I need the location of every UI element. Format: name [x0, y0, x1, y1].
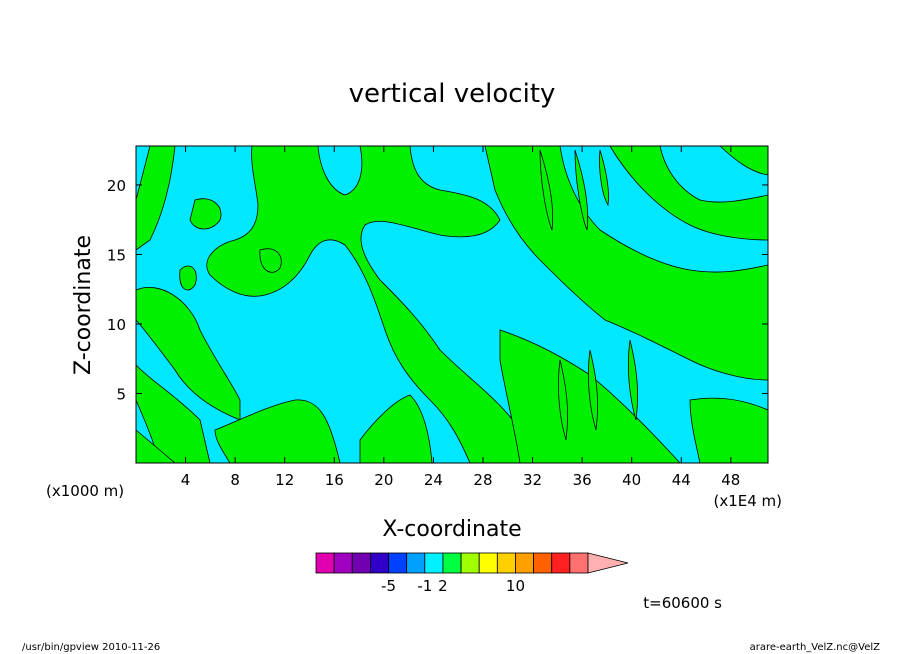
x-unit-right: (x1E4 m)	[713, 492, 782, 510]
footer-left: /usr/bin/gpview 2010-11-26	[22, 642, 160, 653]
plot-frame	[135, 145, 769, 464]
contour-region	[189, 198, 222, 230]
colorbar-segment	[424, 552, 444, 574]
x-tick-label: 48	[721, 471, 740, 489]
x-tick-label: 24	[424, 471, 443, 489]
y-ticks: 5 10 15 20	[107, 177, 768, 403]
contour-region	[627, 339, 639, 421]
contour-region	[574, 149, 589, 231]
y-tick-label: 10	[107, 316, 126, 334]
x-tick-label: 4	[181, 471, 191, 489]
colorbar-segment	[406, 552, 426, 574]
contour-region	[557, 359, 569, 441]
x-tick-label: 8	[230, 471, 240, 489]
colorbar-segment	[533, 552, 553, 574]
colorbar-segment	[551, 552, 571, 574]
contour-region	[689, 397, 769, 464]
colorbar-segment	[315, 552, 335, 574]
colorbar-label: -5	[381, 577, 396, 595]
x-tick-label: 28	[473, 471, 492, 489]
colorbar-arrow	[587, 552, 629, 574]
contour-region	[599, 149, 609, 207]
colorbar-segment	[388, 552, 408, 574]
footer-right: arare-earth_VelZ.nc@VelZ	[750, 642, 881, 653]
x-tick-label: 12	[275, 471, 294, 489]
colorbar-segment	[569, 552, 589, 574]
colorbar: -5 -1 2 10	[315, 552, 629, 595]
colorbar-label: -1	[417, 577, 432, 595]
colorbar-label: 2	[438, 577, 448, 595]
y-axis-label: Z-coordinate	[71, 235, 96, 375]
colorbar-segment	[478, 552, 498, 574]
colorbar-label: 10	[506, 577, 525, 595]
timestamp: t=60600 s	[643, 594, 722, 612]
x-tick-label: 36	[573, 471, 592, 489]
colorbar-segment	[442, 552, 462, 574]
x-axis-label: X-coordinate	[382, 517, 521, 542]
contour-region	[539, 149, 554, 231]
contour-region	[135, 145, 176, 251]
contour-region	[587, 349, 599, 431]
x-tick-label: 44	[672, 471, 691, 489]
contour-region	[179, 265, 197, 291]
positive-regions	[135, 145, 769, 464]
y-tick-label: 20	[107, 177, 126, 195]
y-tick-label: 15	[107, 246, 126, 264]
x-tick-label: 20	[374, 471, 393, 489]
colorbar-segment	[369, 552, 389, 574]
colorbar-segment	[496, 552, 516, 574]
colorbar-segment	[333, 552, 353, 574]
contour-region	[359, 394, 433, 464]
contour-region	[135, 287, 241, 421]
contour-region	[484, 145, 769, 381]
x-tick-label: 16	[325, 471, 344, 489]
x-tick-label: 32	[523, 471, 542, 489]
colorbar-segment	[351, 552, 371, 574]
y-tick-label: 5	[116, 385, 126, 403]
x-ticks: 4 8 12 16 20 24 28 32 36 40 44 48	[181, 146, 740, 489]
chart-title: vertical velocity	[349, 79, 556, 109]
colorbar-segment	[515, 552, 535, 574]
contour-region	[214, 399, 341, 464]
colorbar-segment	[460, 552, 480, 574]
x-unit-left: (x1000 m)	[46, 482, 124, 500]
x-tick-label: 40	[622, 471, 641, 489]
contour-region	[259, 248, 282, 273]
